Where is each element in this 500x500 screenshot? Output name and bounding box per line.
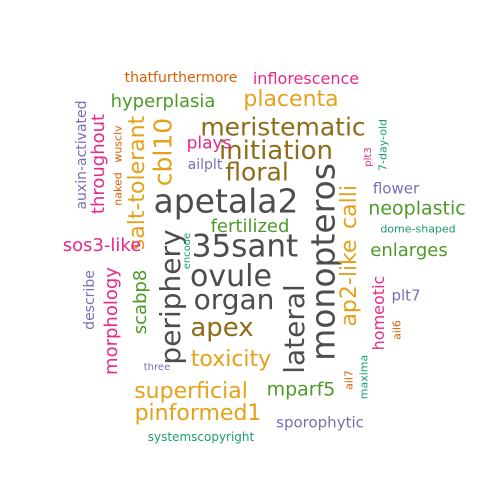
word-apex: apex [190,313,254,343]
word-wusclv: wusclv [111,125,125,163]
word-calli: calli [337,185,362,229]
word-ailplt: ailplt [187,157,223,173]
word-organ: organ [193,283,275,316]
word-hyperplasia: hyperplasia [110,91,216,112]
word-three: three [143,362,171,373]
word-pinformed1: pinformed1 [134,401,262,426]
word-plt7: plt7 [391,286,421,305]
word-35sant: 35sant [191,228,299,265]
word-naked: naked [111,172,125,206]
word-homeotic: homeotic [369,275,388,351]
word-throughout: throughout [88,113,109,215]
word-salt-tolerant: salt-tolerant [125,115,150,251]
word-cbl10: cbl10 [148,117,178,187]
word-inflorescence: inflorescence [252,69,360,88]
word-neoplastic: neoplastic [368,197,466,220]
word-enlarges: enlarges [370,240,448,261]
word-auxin-activated: auxin-activated [74,100,90,210]
word-sporophytic: sporophytic [276,413,364,432]
word-ail6: ail6 [390,320,404,340]
word-sos3-like: sos3-like [62,235,142,256]
word-ail7: ail7 [342,370,356,390]
word-placenta: placenta [243,87,339,112]
word-toxicity: toxicity [190,347,272,372]
word-systemscopyright: systemscopyright [147,430,255,444]
word-flower: flower [372,179,420,198]
word-apetala2: apetala2 [153,181,299,221]
word-describe: describe [82,270,98,330]
word-superficial: superficial [134,379,248,404]
word-floral: floral [225,157,289,187]
word-maxima: maxima [357,354,371,400]
word-scabp8: scabp8 [130,269,151,335]
word-ovule: ovule [190,259,272,294]
word-periphery: periphery [154,229,187,365]
word-plays: plays [186,133,232,154]
word-initiation: initiation [218,136,334,166]
word-lateral: lateral [278,284,311,374]
word-ap2-like: ap2-like [337,239,362,327]
word-dome-shaped: dome-shaped [380,222,456,236]
word-encode: encode [182,232,193,270]
word-morphology: morphology [101,267,122,375]
word-fertilized: fertilized [210,216,290,237]
word-7-day-old: 7-day-old [376,119,390,171]
word-meristematic: meristematic [200,112,366,142]
word-monopteros: monopteros [303,163,343,361]
word-mparf5: mparf5 [266,378,336,401]
word-thatfurthermore: thatfurthermore [124,70,238,86]
word-plt3: plt3 [363,147,374,167]
